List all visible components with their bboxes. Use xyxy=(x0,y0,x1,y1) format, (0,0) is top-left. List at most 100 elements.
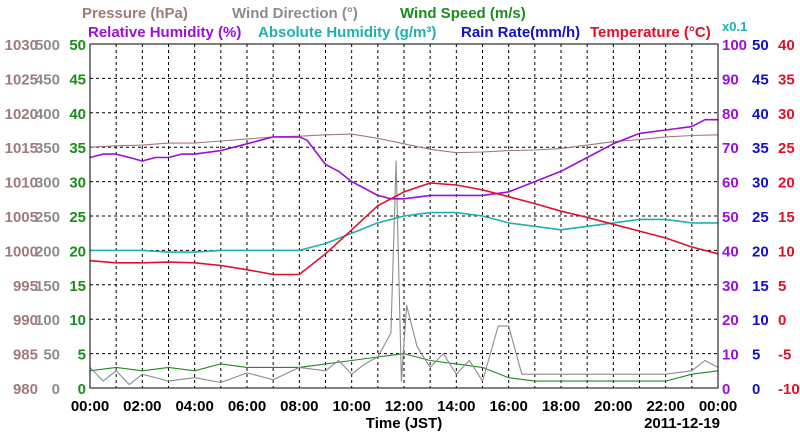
y-tick-wind-direction: 0 xyxy=(52,381,60,398)
y-tick-humidity: 70 xyxy=(722,140,739,157)
y-tick-pressure: 985 xyxy=(13,347,38,364)
legend-rain-rate: Rain Rate(mm/h) xyxy=(461,24,580,41)
y-tick-pressure: 990 xyxy=(13,312,38,329)
y-tick-rain-rate: 35 xyxy=(752,140,769,157)
y-tick-rain-rate: 10 xyxy=(752,312,769,329)
y-tick-temperature: 25 xyxy=(778,140,795,157)
y-tick-wind-direction: 400 xyxy=(35,106,60,123)
y-tick-temperature: 35 xyxy=(778,71,795,88)
x-tick-label: 04:00 xyxy=(175,398,213,415)
y-tick-rain-rate: 5 xyxy=(752,347,760,364)
x-tick-label: 20:00 xyxy=(594,398,632,415)
y-tick-temperature: 5 xyxy=(778,278,786,295)
y-tick-wind-speed: 5 xyxy=(78,347,86,364)
y-tick-wind-speed: 20 xyxy=(69,243,86,260)
legend: Pressure (hPa) Wind Direction (°) Wind S… xyxy=(82,5,747,41)
y-tick-humidity: 0 xyxy=(722,381,730,398)
y-tick-wind-speed: 35 xyxy=(69,140,86,157)
x-tick-label: 18:00 xyxy=(542,398,580,415)
y-tick-temperature: 15 xyxy=(778,209,795,226)
y-tick-wind-direction: 50 xyxy=(43,347,60,364)
legend-wind-speed: Wind Speed (m/s) xyxy=(400,5,526,22)
y-tick-wind-direction: 500 xyxy=(35,37,60,54)
y-tick-wind-speed: 30 xyxy=(69,175,86,192)
y-tick-wind-speed: 50 xyxy=(69,37,86,54)
y-tick-humidity: 30 xyxy=(722,278,739,295)
y-tick-temperature: -10 xyxy=(778,381,800,398)
y-tick-temperature: 20 xyxy=(778,175,795,192)
y-tick-temperature: 10 xyxy=(778,243,795,260)
y-tick-wind-direction: 150 xyxy=(35,278,60,295)
y-tick-wind-direction: 350 xyxy=(35,140,60,157)
y-tick-temperature: 40 xyxy=(778,37,795,54)
y-tick-pressure: 1005 xyxy=(5,209,38,226)
legend-temperature: Temperature (°C) xyxy=(590,24,711,41)
legend-absolute-humidity: Absolute Humidity (g/m³) xyxy=(258,24,436,41)
y-tick-wind-direction: 250 xyxy=(35,209,60,226)
series-pressure-line xyxy=(89,133,719,154)
date-label: 2011-12-19 xyxy=(644,415,720,432)
x-tick-label: 02:00 xyxy=(123,398,161,415)
x-tick-label: 00:00 xyxy=(699,398,737,415)
y-tick-rain-rate: 0 xyxy=(752,381,760,398)
y-tick-temperature: -5 xyxy=(778,347,791,364)
y-tick-humidity: 10 xyxy=(722,347,739,364)
series-wind-speed-line xyxy=(89,353,719,382)
series-humidity-line xyxy=(89,118,718,200)
y-tick-humidity: 100 xyxy=(722,37,747,54)
y-tick-wind-direction: 100 xyxy=(35,312,60,329)
x-tick-label: 06:00 xyxy=(228,398,266,415)
y-tick-pressure: 1020 xyxy=(5,106,38,123)
y-tick-temperature: 0 xyxy=(778,312,786,329)
x-tick-label: 22:00 xyxy=(646,398,684,415)
y-tick-wind-speed: 15 xyxy=(69,278,86,295)
y-tick-rain-rate: 50 xyxy=(752,37,769,54)
y-tick-wind-speed: 10 xyxy=(69,312,86,329)
y-tick-humidity: 20 xyxy=(722,312,739,329)
y-tick-wind-speed: 40 xyxy=(69,106,86,123)
y-tick-humidity: 50 xyxy=(722,209,739,226)
x-axis-label: Time (JST) xyxy=(366,415,442,432)
x-tick-label: 08:00 xyxy=(280,398,318,415)
y-tick-wind-speed: 0 xyxy=(78,381,86,398)
y-tick-humidity: 90 xyxy=(722,71,739,88)
x-tick-label: 16:00 xyxy=(489,398,527,415)
y-tick-pressure: 1030 xyxy=(5,37,38,54)
series-wind-direction-line xyxy=(89,160,719,386)
x-tick-label: 12:00 xyxy=(385,398,423,415)
y-tick-wind-direction: 200 xyxy=(35,243,60,260)
y-tick-wind-speed: 45 xyxy=(69,71,86,88)
y-tick-humidity: 60 xyxy=(722,175,739,192)
y-tick-rain-rate: 30 xyxy=(752,175,769,192)
y-tick-pressure: 995 xyxy=(13,278,38,295)
legend-multiplier: x0.1 xyxy=(722,19,747,34)
legend-relative-humidity: Relative Humidity (%) xyxy=(88,24,241,41)
y-tick-wind-direction: 450 xyxy=(35,71,60,88)
legend-pressure: Pressure (hPa) xyxy=(82,5,188,22)
y-tick-temperature: 30 xyxy=(778,106,795,123)
y-tick-humidity: 40 xyxy=(722,243,739,260)
series-temperature-line xyxy=(89,182,719,276)
y-tick-rain-rate: 25 xyxy=(752,209,769,226)
series-humidity-line xyxy=(90,211,718,253)
y-tick-pressure: 1000 xyxy=(5,243,38,260)
y-tick-wind-speed: 25 xyxy=(69,209,86,226)
x-tick-label: 14:00 xyxy=(437,398,475,415)
plot-frame xyxy=(89,43,719,389)
x-tick-label: 10:00 xyxy=(332,398,370,415)
y-tick-rain-rate: 15 xyxy=(752,278,769,295)
y-axes: 1030102510201015101010051000995990985980… xyxy=(5,37,800,398)
y-tick-pressure: 1010 xyxy=(5,175,38,192)
y-tick-pressure: 1015 xyxy=(5,140,38,157)
x-axis: 00:00 02:00 04:00 06:00 08:00 10:00 12:00 14:00… xyxy=(71,398,737,415)
y-tick-pressure: 1025 xyxy=(5,71,38,88)
y-tick-pressure: 980 xyxy=(13,381,38,398)
y-tick-rain-rate: 45 xyxy=(752,71,769,88)
y-tick-humidity: 80 xyxy=(722,106,739,123)
x-tick-label: 00:00 xyxy=(71,398,109,415)
y-tick-rain-rate: 40 xyxy=(752,106,769,123)
y-tick-wind-direction: 300 xyxy=(35,175,60,192)
legend-wind-direction: Wind Direction (°) xyxy=(232,5,358,22)
y-tick-rain-rate: 20 xyxy=(752,243,769,260)
